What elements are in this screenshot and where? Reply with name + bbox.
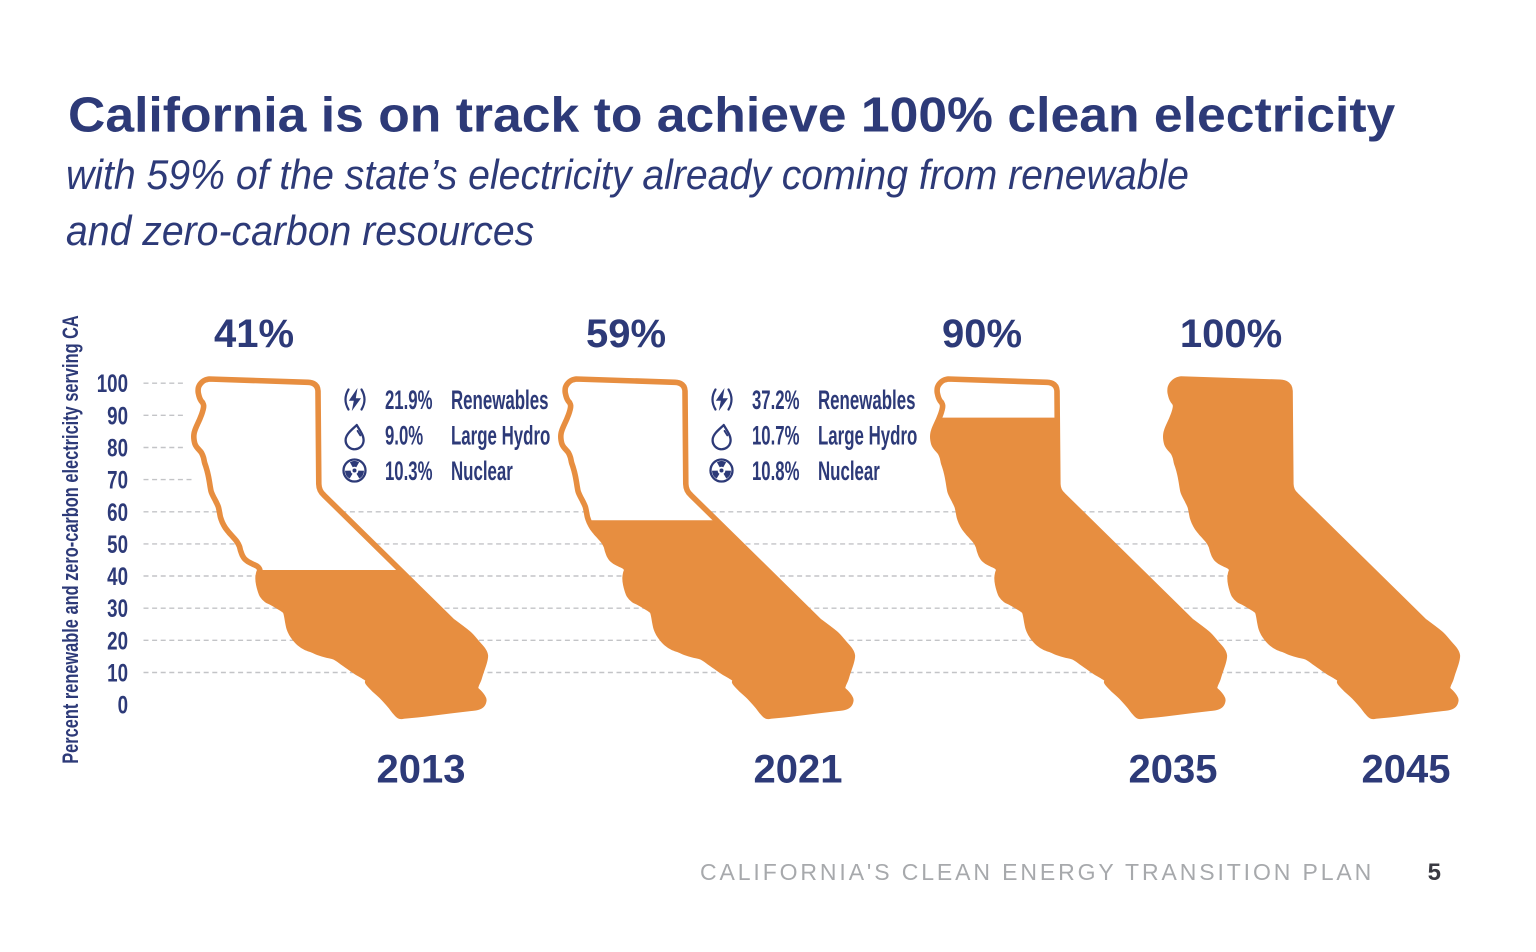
svg-text:90: 90 <box>107 402 128 430</box>
svg-text:9.0%: 9.0% <box>385 420 423 450</box>
svg-text:10.8%: 10.8% <box>752 456 799 486</box>
svg-text:90%: 90% <box>942 312 1022 356</box>
svg-text:10.7%: 10.7% <box>752 420 799 450</box>
svg-text:40: 40 <box>107 562 128 590</box>
svg-text:37.2%: 37.2% <box>752 385 799 415</box>
svg-text:60: 60 <box>107 498 128 526</box>
svg-text:41%: 41% <box>214 312 294 356</box>
svg-text:0: 0 <box>118 691 128 719</box>
svg-text:10.3%: 10.3% <box>385 456 432 486</box>
svg-text:80: 80 <box>107 434 128 462</box>
svg-text:100: 100 <box>97 370 128 398</box>
svg-text:5: 5 <box>1428 859 1441 886</box>
svg-text:Renewables: Renewables <box>818 385 915 415</box>
svg-text:2013: 2013 <box>377 748 466 792</box>
svg-text:2035: 2035 <box>1129 748 1218 792</box>
svg-text:Large Hydro: Large Hydro <box>818 421 917 451</box>
svg-text:Nuclear: Nuclear <box>818 456 880 486</box>
svg-text:and zero-carbon resources: and zero-carbon resources <box>66 207 534 255</box>
svg-text:10: 10 <box>107 659 128 687</box>
svg-text:100%: 100% <box>1180 312 1282 356</box>
svg-text:20: 20 <box>107 627 128 655</box>
svg-text:50: 50 <box>107 530 128 558</box>
svg-text:California is on track to achi: California is on track to achieve 100% c… <box>68 87 1395 142</box>
svg-text:70: 70 <box>107 466 128 494</box>
svg-text:2045: 2045 <box>1362 748 1451 792</box>
svg-text:with 59% of the state’s electr: with 59% of the state’s electricity alre… <box>66 151 1189 199</box>
svg-text:21.9%: 21.9% <box>385 385 432 415</box>
svg-text:Renewables: Renewables <box>451 385 548 415</box>
svg-text:CALIFORNIA'S CLEAN ENERGY TRAN: CALIFORNIA'S CLEAN ENERGY TRANSITION PLA… <box>700 859 1374 885</box>
svg-text:2021: 2021 <box>754 748 843 792</box>
svg-text:Percent renewable and zero-car: Percent renewable and zero-carbon electr… <box>59 315 84 764</box>
svg-text:Large Hydro: Large Hydro <box>451 421 550 451</box>
svg-text:59%: 59% <box>586 312 666 356</box>
svg-text:30: 30 <box>107 595 128 623</box>
svg-text:Nuclear: Nuclear <box>451 456 513 486</box>
